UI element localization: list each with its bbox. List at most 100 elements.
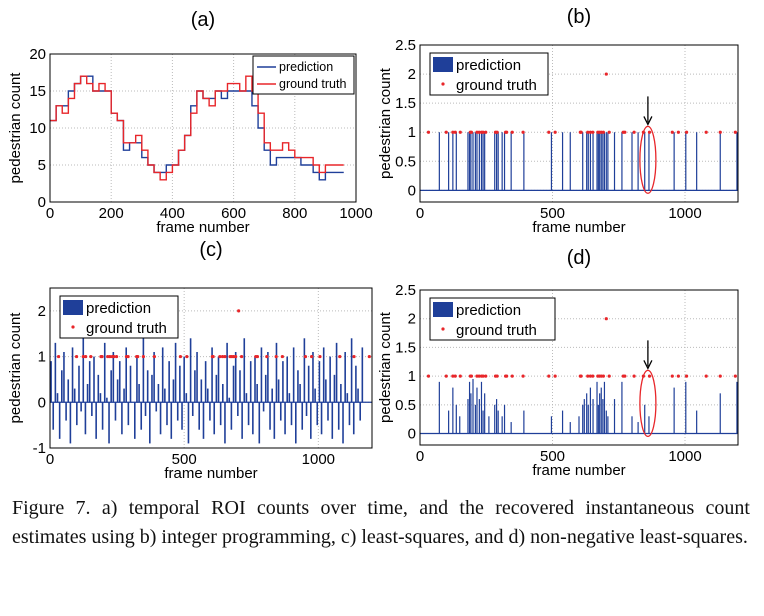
legend-label: prediction (279, 60, 333, 74)
ground-truth-point (484, 130, 488, 134)
legend-swatch-ground-truth (441, 327, 445, 331)
ground-truth-point (510, 374, 514, 378)
ground-truth-point (84, 354, 88, 359)
ground-truth-point (453, 130, 457, 134)
ground-truth-point (733, 130, 737, 134)
ground-truth-point (74, 354, 79, 359)
ground-truth-point (676, 374, 680, 378)
ground-truth-point (481, 374, 485, 378)
legend-label: prediction (86, 300, 151, 317)
ground-truth-point (676, 130, 680, 134)
legend-swatch-prediction (433, 57, 453, 72)
axes-frame (419, 289, 739, 446)
legend-label: ground truth (456, 77, 537, 94)
x-tick-label: 500 (540, 448, 565, 465)
ground-truth-point (623, 130, 627, 134)
ground-truth-point (733, 374, 737, 378)
panel-b: (b) 0 500 1000 0 0.5 1 1.5 2 2.5 frame number pedes… (377, 6, 739, 236)
ground-truth-point (303, 354, 308, 359)
y-tick-label: 1 (408, 368, 416, 385)
ground-truth-point (632, 374, 636, 378)
figure-caption: Figure 7. a) temporal ROI counts over ti… (12, 497, 750, 548)
ground-truth-point (458, 130, 462, 134)
x-tick-label: 0 (416, 205, 424, 222)
y-tick-label: 10 (29, 120, 46, 137)
ground-truth-point (234, 354, 238, 359)
panel-label: (c) (199, 239, 222, 261)
ground-truth-point (547, 130, 551, 134)
y-tick-label: 0 (408, 182, 416, 199)
y-tick-label: 0.5 (395, 153, 416, 170)
ground-truth-point (477, 130, 481, 134)
legend-label: prediction (456, 57, 521, 74)
legend (252, 55, 355, 95)
x-tick-label: 0 (46, 451, 54, 468)
x-tick-label: 1000 (668, 205, 701, 222)
x-tick-label: 500 (172, 451, 197, 468)
ground-truth-point (108, 354, 112, 359)
ground-truth-point (604, 317, 608, 321)
legend-swatch-prediction (63, 300, 83, 315)
ground-truth-point (704, 130, 708, 134)
ground-truth-point (274, 354, 278, 359)
ground-truth-point (265, 354, 269, 359)
y-axis-label: pedestrian count (377, 311, 394, 423)
ground-truth-point (601, 374, 605, 378)
x-axis-label: frame number (164, 465, 257, 482)
ground-truth-point (469, 130, 474, 134)
ground-truth-point (318, 354, 322, 359)
ground-truth-point (510, 130, 514, 134)
ground-truth-point (451, 130, 455, 134)
highlight-ellipse (639, 369, 657, 438)
ground-truth-point (579, 130, 583, 134)
x-tick-label: 1000 (302, 451, 335, 468)
ground-truth-point (553, 374, 557, 378)
ground-truth-point (239, 354, 244, 359)
legend-label: ground truth (279, 77, 346, 91)
ground-truth-point (521, 130, 525, 134)
ground-truth-point (684, 130, 689, 134)
ground-truth-point (586, 130, 590, 134)
ground-truth-point (607, 374, 611, 378)
ground-truth-point (684, 374, 689, 378)
legend-swatch-ground-truth (71, 325, 75, 329)
ground-truth-point (136, 354, 140, 359)
ground-truth-point (477, 374, 481, 378)
ground-truth-point (601, 130, 605, 134)
ground-truth-point (586, 374, 590, 378)
legend-swatch-ground-truth (441, 82, 445, 86)
ground-truth-point (495, 374, 499, 378)
panel-a: (a) 0 200 400 600 800 1000 0 5 10 15 20 frame number… (7, 9, 373, 236)
ground-truth-point (223, 354, 227, 359)
y-tick-label: 1.5 (395, 95, 416, 112)
ground-truth-point (718, 374, 722, 378)
ground-truth-point (114, 354, 119, 359)
y-tick-label: 1 (408, 124, 416, 141)
ground-truth-point (112, 354, 116, 359)
y-tick-label: -1 (33, 440, 46, 457)
ground-truth-point (670, 130, 674, 134)
y-tick-label: 0 (408, 426, 416, 443)
arrow-icon (643, 116, 653, 126)
ground-truth-point (704, 374, 708, 378)
y-tick-label: 2.5 (395, 282, 416, 299)
ground-truth-point (484, 374, 488, 378)
ground-truth-point (185, 354, 189, 359)
arrow-icon (643, 360, 653, 370)
y-tick-label: 0 (38, 194, 46, 211)
ground-truth-point (218, 354, 222, 359)
y-tick-label: 1 (38, 349, 46, 366)
ground-truth-point (623, 374, 627, 378)
ground-truth-point (220, 354, 225, 359)
y-axis-label: pedestrian count (7, 312, 24, 424)
ground-truth-point (237, 309, 241, 313)
y-tick-label: 2.5 (395, 37, 416, 54)
ground-truth-point (579, 374, 583, 378)
panel-label: (a) (191, 9, 215, 31)
ground-truth-point (521, 374, 525, 378)
ground-truth-point (588, 374, 592, 378)
x-tick-label: 500 (540, 205, 565, 222)
y-tick-label: 2 (408, 66, 416, 83)
